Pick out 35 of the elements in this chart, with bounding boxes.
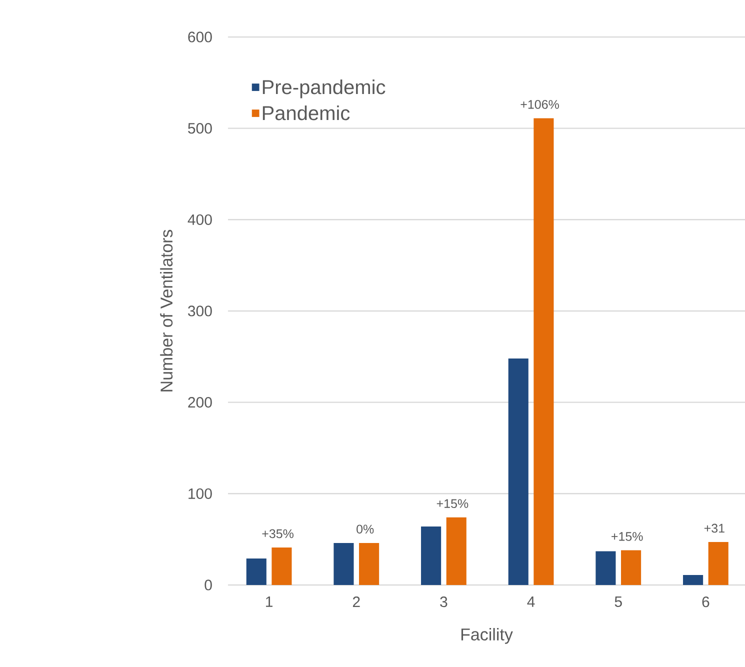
bar	[708, 542, 728, 585]
annotation: +31	[704, 524, 724, 533]
y-tick-label: 200	[188, 397, 212, 408]
y-tick-label: 500	[188, 123, 212, 134]
annotation: 0%	[356, 524, 374, 534]
annotation: +106%	[520, 100, 559, 109]
x-tick-label: 1	[266, 596, 272, 607]
y-tick-label: 300	[188, 306, 212, 316]
bar	[621, 550, 642, 585]
bar	[508, 358, 528, 585]
bar	[359, 542, 380, 585]
legend-label: Pandemic	[262, 106, 350, 120]
legend-label: Pre-pandemic	[262, 80, 386, 98]
x-tick-label: 4	[527, 596, 535, 607]
bar	[683, 574, 704, 585]
x-tick-label: 5	[614, 596, 622, 607]
y-axis-title: Number of Ventilators	[160, 230, 173, 392]
bar	[421, 526, 442, 585]
annotation: +15%	[436, 499, 468, 508]
x-tick-label: 2	[352, 596, 360, 607]
x-axis-title: Facility	[461, 628, 513, 644]
x-tick-label: 3	[440, 596, 448, 608]
annotation: +15%	[612, 532, 643, 541]
x-tick-label: 6	[702, 596, 710, 608]
bar	[446, 517, 466, 585]
annotation: +35%	[262, 529, 294, 538]
y-tick-label: 600	[188, 32, 212, 42]
y-tick-label: 400	[188, 214, 212, 225]
bar	[334, 542, 354, 585]
y-tick-label: 0	[204, 580, 212, 590]
bar	[596, 551, 616, 585]
bar	[534, 118, 554, 585]
y-tick-label: 100	[188, 488, 212, 499]
bar	[246, 558, 266, 585]
bar	[272, 548, 292, 585]
